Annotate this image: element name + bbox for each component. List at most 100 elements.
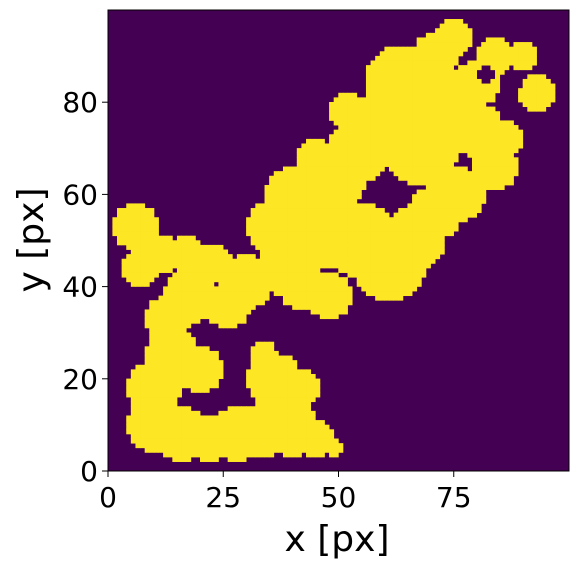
heatmap-cell (402, 143, 408, 149)
heatmap-cell (379, 120, 385, 126)
heatmap-cell (227, 447, 233, 453)
heatmap-cell (333, 203, 339, 209)
heatmap-cell (421, 69, 427, 75)
heatmap-cell (259, 433, 265, 439)
heatmap-cell (467, 138, 473, 144)
heatmap-cell (375, 277, 381, 283)
heatmap-cell (471, 115, 477, 121)
heatmap-cell (167, 309, 173, 315)
heatmap-cell (126, 420, 132, 426)
heatmap-cell (209, 456, 215, 462)
heatmap-cell (425, 166, 431, 172)
heatmap-cell (246, 415, 252, 421)
heatmap-cell (324, 175, 330, 181)
heatmap-cell (412, 55, 418, 61)
heatmap-cell (453, 148, 459, 154)
heatmap-cell (306, 438, 312, 444)
heatmap-cell (425, 263, 431, 269)
heatmap-cell (407, 217, 413, 223)
heatmap-cell (352, 244, 358, 250)
heatmap-cell (292, 433, 298, 439)
heatmap-cell (389, 106, 395, 112)
heatmap-cell (218, 420, 224, 426)
heatmap-cell (296, 189, 302, 195)
heatmap-cell (485, 60, 491, 66)
heatmap-cell (416, 157, 422, 163)
heatmap-cell (448, 143, 454, 149)
heatmap-cell (246, 272, 252, 278)
heatmap-cell (536, 97, 542, 103)
heatmap-cell (163, 369, 169, 375)
heatmap-cell (306, 392, 312, 398)
heatmap-cell (250, 433, 256, 439)
heatmap-cell (301, 295, 307, 301)
heatmap-cell (181, 272, 187, 278)
heatmap-cell (218, 360, 224, 366)
heatmap-cell (163, 235, 169, 241)
heatmap-cell (384, 106, 390, 112)
heatmap-cell (176, 406, 182, 412)
heatmap-cell (384, 69, 390, 75)
heatmap-cell (315, 443, 321, 449)
heatmap-cell (278, 171, 284, 177)
heatmap-cell (167, 360, 173, 366)
heatmap-cell (195, 281, 201, 287)
heatmap-cell (200, 277, 206, 283)
heatmap-cell (448, 120, 454, 126)
heatmap-cell (227, 429, 233, 435)
heatmap-cell (310, 392, 316, 398)
heatmap-cell (412, 161, 418, 167)
heatmap-cell (200, 304, 206, 310)
heatmap-cell (531, 74, 537, 80)
heatmap-cell (490, 51, 496, 57)
heatmap-cell (200, 360, 206, 366)
heatmap-cell (227, 300, 233, 306)
heatmap-cell (352, 180, 358, 186)
heatmap-cell (435, 166, 441, 172)
heatmap-cell (126, 277, 132, 283)
heatmap-cell (393, 102, 399, 108)
heatmap-cell (365, 102, 371, 108)
heatmap-cell (278, 208, 284, 214)
heatmap-cell (435, 83, 441, 89)
heatmap-cell (149, 258, 155, 264)
heatmap-cell (153, 420, 159, 426)
heatmap-cell (269, 406, 275, 412)
heatmap-cell (310, 254, 316, 260)
heatmap-cell (485, 161, 491, 167)
heatmap-cell (310, 286, 316, 292)
heatmap-cell (329, 314, 335, 320)
heatmap-cell (444, 78, 450, 84)
heatmap-cell (218, 314, 224, 320)
heatmap-cell (296, 392, 302, 398)
heatmap-cell (329, 175, 335, 181)
heatmap-cell (195, 350, 201, 356)
heatmap-cell (296, 249, 302, 255)
heatmap-cell (430, 115, 436, 121)
heatmap-cell (282, 286, 288, 292)
heatmap-cell (236, 286, 242, 292)
heatmap-cell (264, 438, 270, 444)
heatmap-cell (379, 244, 385, 250)
heatmap-cell (370, 125, 376, 131)
heatmap-cell (117, 240, 123, 246)
heatmap-cell (269, 184, 275, 190)
heatmap-cell (153, 378, 159, 384)
heatmap-cell (402, 258, 408, 264)
heatmap-cell (444, 23, 450, 29)
heatmap-cell (402, 157, 408, 163)
heatmap-cell (439, 74, 445, 80)
heatmap-cell (462, 208, 468, 214)
heatmap-cell (389, 258, 395, 264)
heatmap-cell (370, 258, 376, 264)
heatmap-cell (195, 415, 201, 421)
heatmap-cell (310, 258, 316, 264)
heatmap-cell (379, 295, 385, 301)
heatmap-cell (130, 397, 136, 403)
heatmap-cell (278, 378, 284, 384)
heatmap-cell (504, 175, 510, 181)
heatmap-cell (402, 88, 408, 94)
heatmap-cell (140, 281, 146, 287)
heatmap-cell (439, 23, 445, 29)
heatmap-cell (342, 134, 348, 140)
